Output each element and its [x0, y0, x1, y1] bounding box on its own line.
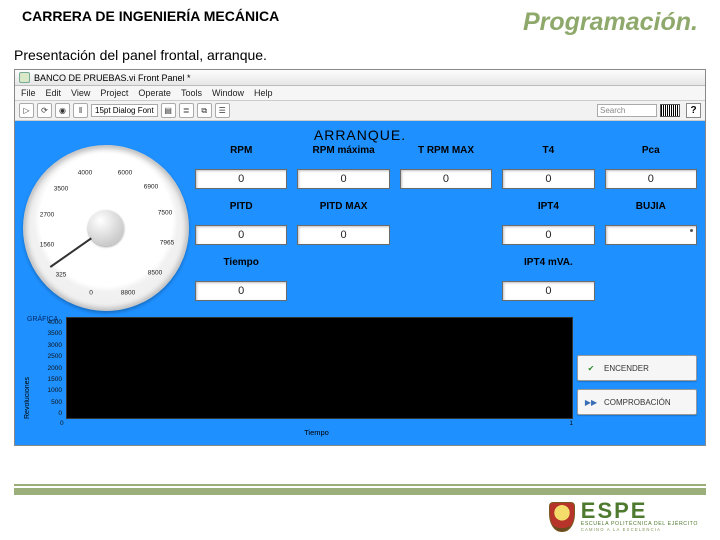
chart-y-axis: 4000 3500 3000 2500 2000 1500 1000 500 0	[36, 317, 62, 419]
slide-footer: ESPE ESCUELA POLITÉCNICA DEL EJÉRCITO CA…	[0, 484, 720, 540]
menu-view[interactable]: View	[71, 88, 90, 98]
panel-title: ARRANQUE.	[23, 127, 697, 143]
abort-button[interactable]: ◉	[55, 103, 70, 118]
toolbar: ▷ ⟳ ◉ ‖ 15pt Dialog Font ▤ ≣ ⧉ ☰ Search …	[15, 101, 705, 121]
readouts-grid: RPM RPM máxima T RPM MAX T4 Pca 0 0 0 0 …	[195, 145, 697, 311]
check-icon: ✔	[584, 361, 598, 375]
value-tiempo[interactable]: 0	[195, 281, 287, 301]
encender-button[interactable]: ✔ ENCENDER	[577, 355, 697, 381]
reorder-button[interactable]: ☰	[215, 103, 230, 118]
value-pitd-max[interactable]: 0	[297, 225, 389, 245]
run-button[interactable]: ▷	[19, 103, 34, 118]
footer-bar-thin	[14, 484, 706, 486]
menu-tools[interactable]: Tools	[181, 88, 202, 98]
label-pitd-max: PITD MAX	[297, 201, 389, 223]
menu-help[interactable]: Help	[254, 88, 273, 98]
footer-bar-thick	[14, 488, 706, 495]
menu-project[interactable]: Project	[100, 88, 128, 98]
gauge-tick-7965: 7965	[160, 240, 174, 247]
label-rpm: RPM	[195, 145, 287, 167]
label-t-rpm-max: T RPM MAX	[400, 145, 492, 167]
gauge-tick-6900: 6900	[144, 184, 158, 191]
value-bujia[interactable]	[605, 225, 697, 245]
menubar[interactable]: File Edit View Project Operate Tools Win…	[15, 86, 705, 101]
espe-shield-icon	[549, 502, 575, 532]
gauge-tick-325: 325	[56, 272, 67, 279]
font-selector[interactable]: 15pt Dialog Font	[91, 104, 158, 117]
distribute-button[interactable]: ≣	[179, 103, 194, 118]
menu-window[interactable]: Window	[212, 88, 244, 98]
espe-logo-text: ESPE	[581, 501, 698, 521]
gauge-tick-8800: 8800	[121, 290, 135, 297]
slide-header-left: CARRERA DE INGENIERÍA MECÁNICA	[22, 8, 279, 24]
window-titlebar[interactable]: BANCO DE PRUEBAS.vi Front Panel *	[15, 70, 705, 86]
gauge-tick-6000: 6000	[118, 170, 132, 177]
run-cont-button[interactable]: ⟳	[37, 103, 52, 118]
chart-plot[interactable]	[66, 317, 573, 419]
value-ipt4-mva[interactable]: 0	[502, 281, 594, 301]
gauge-tick-3500: 3500	[54, 186, 68, 193]
menu-operate[interactable]: Operate	[138, 88, 171, 98]
help-button[interactable]: ?	[686, 103, 701, 118]
label-pca: Pca	[605, 145, 697, 167]
app-icon	[19, 72, 30, 83]
label-rpm-max: RPM máxima	[297, 145, 389, 167]
label-bujia: BUJIA	[605, 201, 697, 223]
value-rpm-max[interactable]: 0	[297, 169, 389, 189]
play-icon: ▶▶	[584, 395, 598, 409]
label-tiempo: Tiempo	[195, 257, 287, 279]
gauge-tick-7500: 7500	[158, 210, 172, 217]
comprobacion-button[interactable]: ▶▶ COMPROBACIÓN	[577, 389, 697, 415]
align-button[interactable]: ▤	[161, 103, 176, 118]
menu-edit[interactable]: Edit	[46, 88, 62, 98]
value-t4[interactable]: 0	[502, 169, 594, 189]
label-ipt4-mva: IPT4 mVA.	[502, 257, 594, 279]
slide-header-right: Programación.	[523, 8, 698, 37]
chart-x-label: Tiempo	[60, 428, 573, 437]
label-pitd: PITD	[195, 201, 287, 223]
gauge-tick-0: 0	[89, 290, 93, 297]
resize-button[interactable]: ⧉	[197, 103, 212, 118]
pause-button[interactable]: ‖	[73, 103, 88, 118]
gauge-tick-4000: 4000	[78, 170, 92, 177]
gauge-hub	[88, 210, 124, 246]
gauge-tick-1560: 1560	[40, 242, 54, 249]
label-t4: T4	[502, 145, 594, 167]
gauge-tick-8500: 8500	[148, 270, 162, 277]
value-ipt4[interactable]: 0	[502, 225, 594, 245]
labview-window: BANCO DE PRUEBAS.vi Front Panel * File E…	[14, 69, 706, 446]
value-pitd[interactable]: 0	[195, 225, 287, 245]
label-ipt4: IPT4	[502, 201, 594, 223]
chart-y-label: Revoluciones	[23, 317, 32, 419]
gauge-tick-2700: 2700	[40, 212, 54, 219]
value-rpm[interactable]: 0	[195, 169, 287, 189]
search-input[interactable]: Search	[597, 104, 657, 117]
chart-x-axis: 0 1	[60, 420, 573, 427]
context-help-icon[interactable]	[660, 104, 680, 117]
window-title: BANCO DE PRUEBAS.vi Front Panel *	[34, 73, 191, 83]
rpm-gauge[interactable]: 0 325 1560 2700 3500 4000 6000 6900 7500 7965 8500…	[23, 145, 189, 311]
menu-file[interactable]: File	[21, 88, 36, 98]
slide-subtitle: Presentación del panel frontal, arranque…	[0, 37, 720, 69]
chart-area: GRÁFICA Revoluciones 4000 3500 3000 2500…	[23, 317, 697, 437]
front-panel: ARRANQUE. 0 325 1560 2700 3500 4000 6000 6900 75…	[15, 121, 705, 445]
value-pca[interactable]: 0	[605, 169, 697, 189]
espe-subtitle-2: CAMINO A LA EXCELENCIA	[581, 527, 698, 532]
value-t-rpm-max[interactable]: 0	[400, 169, 492, 189]
